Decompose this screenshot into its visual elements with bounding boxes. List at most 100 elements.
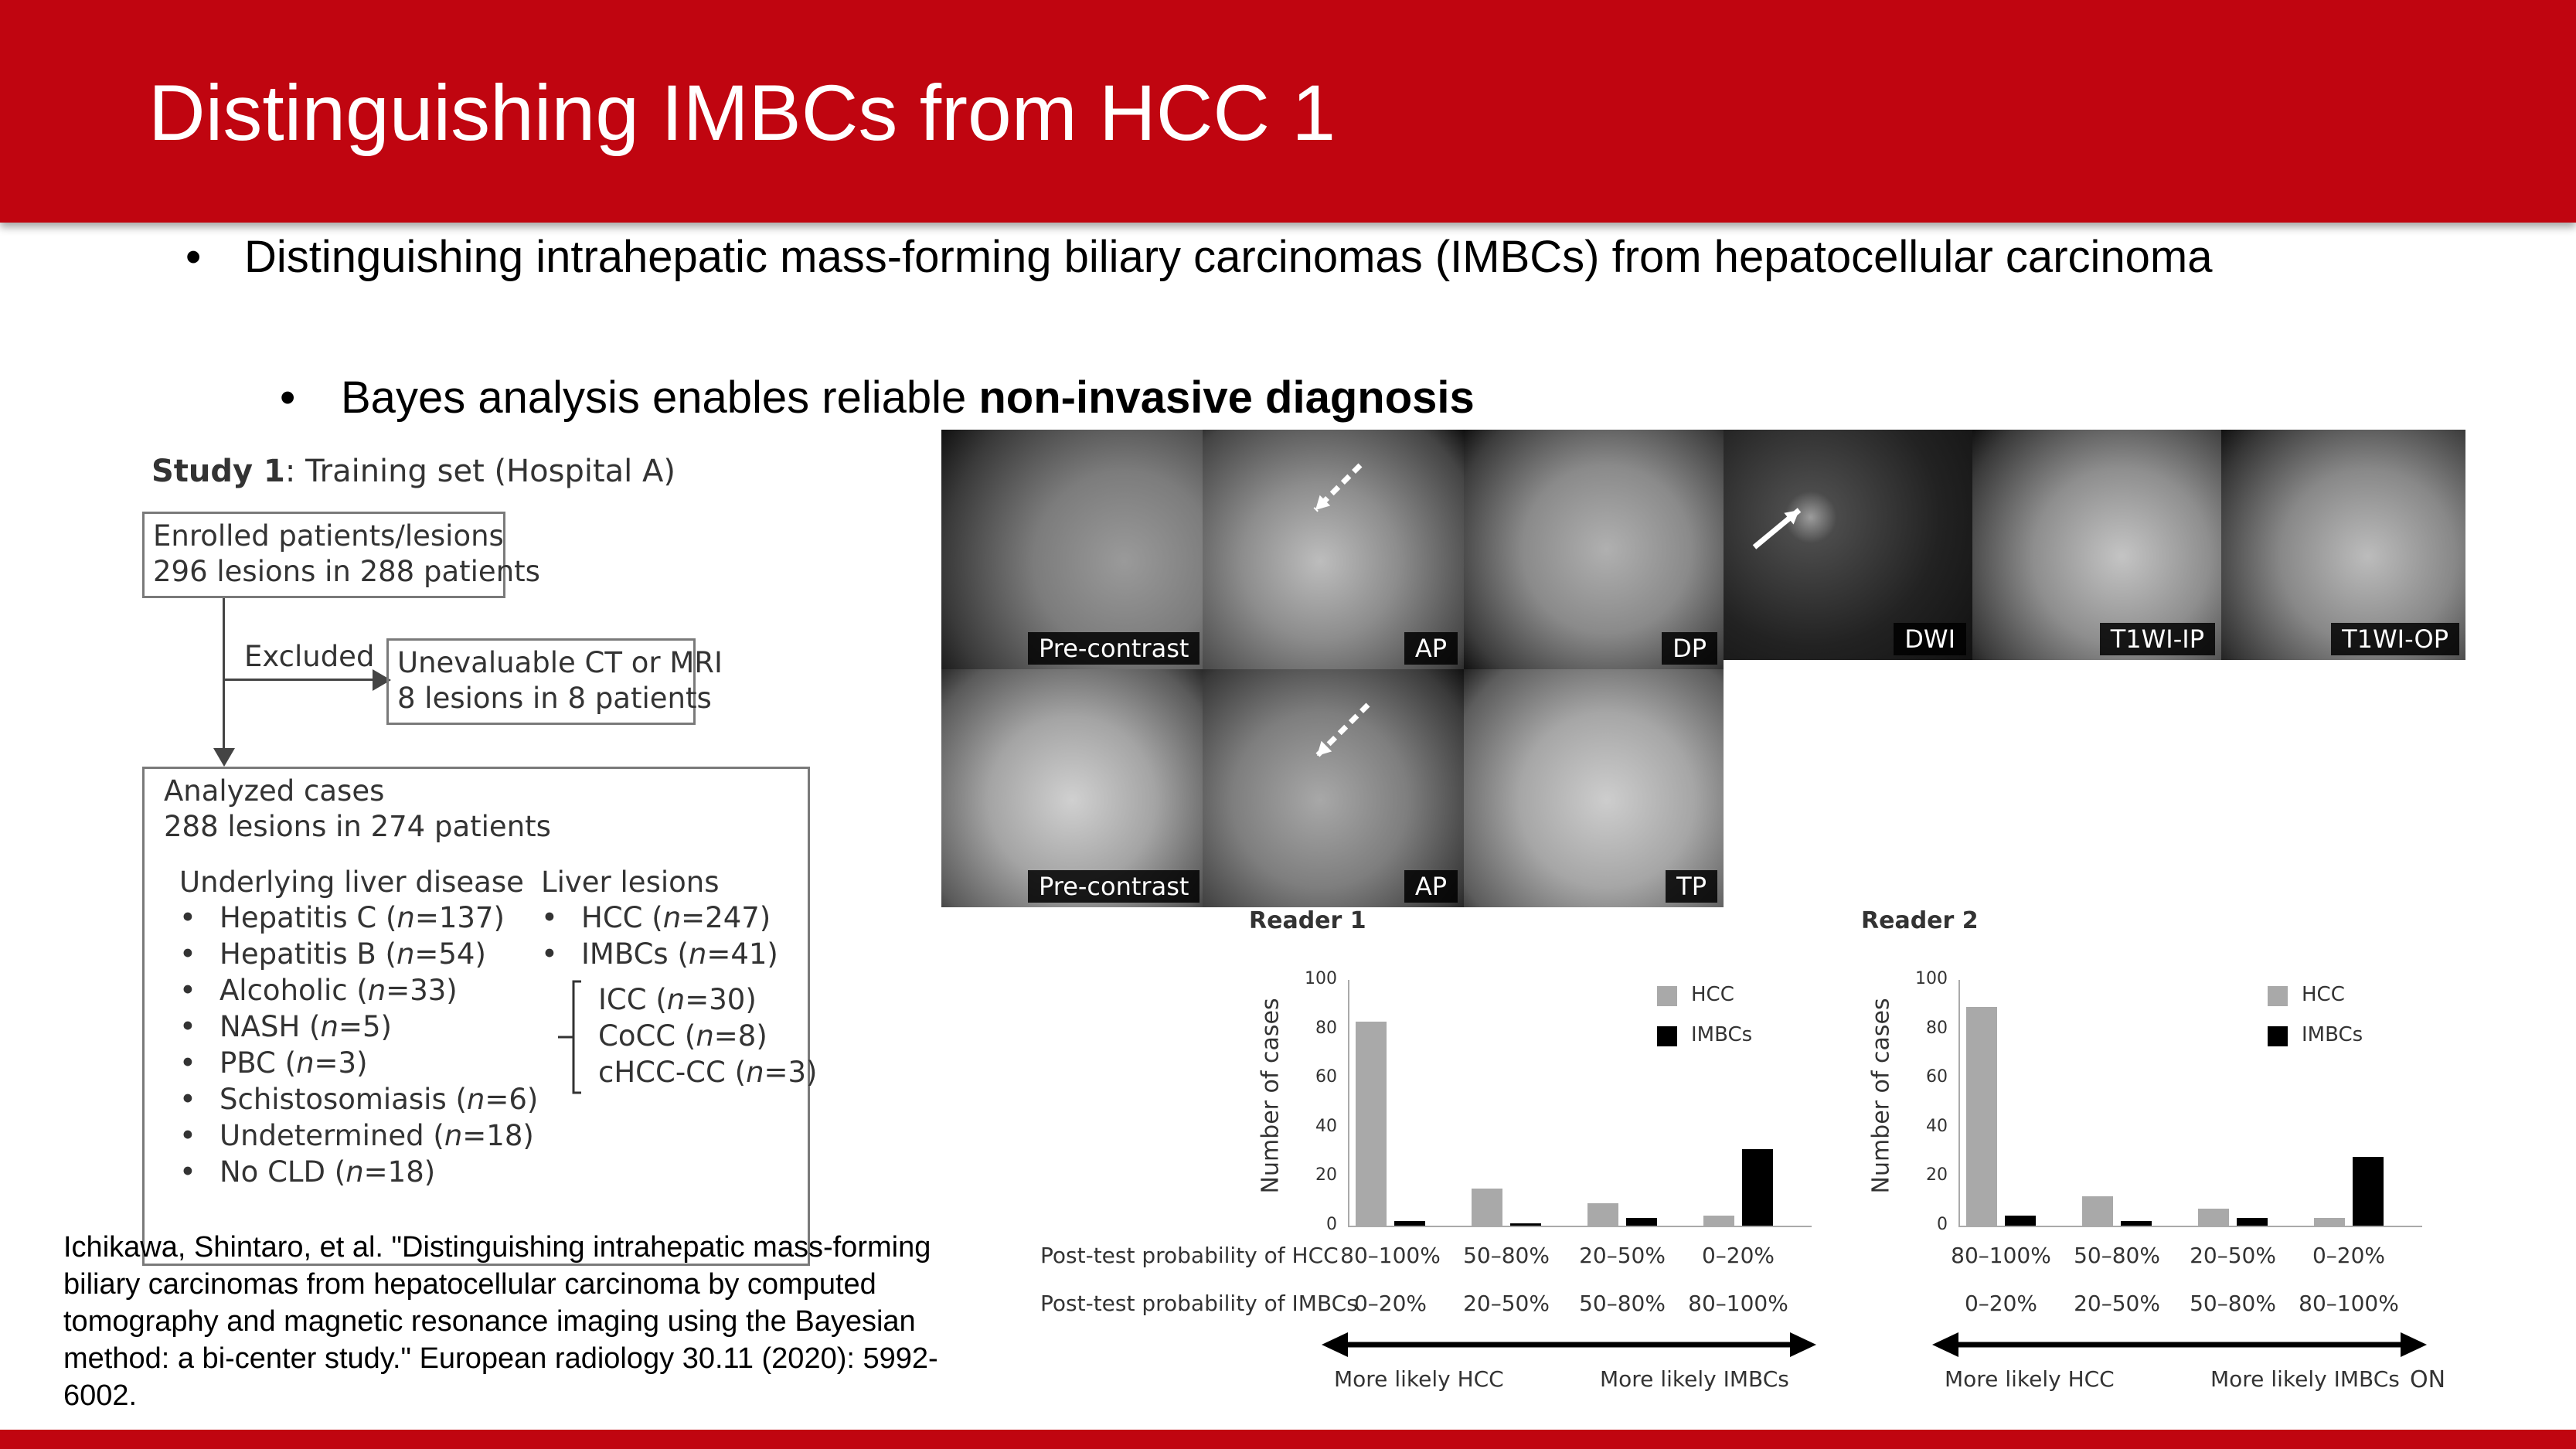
hcc-bar: [1587, 1203, 1618, 1226]
hcc-category-label: 0–20%: [2312, 1243, 2386, 1268]
imbc-bar: [1394, 1220, 1425, 1226]
mri-label: AP: [1404, 632, 1458, 665]
enrolled-line1: Enrolled patients/lesions: [153, 519, 504, 553]
item-name: NASH (: [219, 1010, 321, 1043]
excluded-line2: 8 lesions in 8 patients: [397, 682, 712, 715]
list-bullet: •: [179, 1155, 196, 1189]
list-bullet: •: [541, 937, 558, 971]
hcc-category-label: 20–50%: [2190, 1243, 2276, 1268]
y-tick-label: 80: [1926, 1018, 1948, 1038]
more-likely-hcc-label: More likely HCC: [1334, 1366, 1504, 1392]
flow-list-item: • NASH (n=5): [179, 1009, 392, 1046]
item-n: n: [688, 937, 707, 971]
item-n: n: [696, 1019, 714, 1053]
sub-bracket: [558, 980, 581, 1094]
item-name: Undetermined (: [219, 1119, 444, 1152]
imbc-category-label: 50–80%: [2190, 1291, 2276, 1316]
lesion-arrow-icon: [1315, 702, 1370, 758]
double-arrow-icon: [1932, 1332, 2427, 1357]
footer-bar: [0, 1430, 2576, 1449]
item-count: =3): [314, 1046, 368, 1080]
mri-panel-bottom: AP: [1203, 669, 1464, 907]
imbc-category-label: 20–50%: [2074, 1291, 2160, 1316]
x-axis-line: [1958, 1226, 2422, 1227]
item-name: CoCC (: [598, 1019, 696, 1053]
item-name: Hepatitis C (: [219, 901, 397, 934]
hcc-bar: [1472, 1189, 1502, 1226]
double-arrow-icon: [1322, 1332, 1816, 1357]
item-n: n: [466, 1083, 485, 1116]
imbc-category-label: 0–20%: [1964, 1291, 2038, 1316]
item-count: =8): [713, 1019, 767, 1053]
flow-list-item: • IMBCs (n=41): [541, 936, 778, 973]
item-name: Hepatitis B (: [219, 937, 396, 971]
hcc-bar: [2082, 1196, 2113, 1226]
flow-list-item: • Hepatitis B (n=54): [179, 936, 486, 973]
bullet-marker: •: [280, 372, 296, 423]
analyzed-line2: 288 lesions in 274 patients: [164, 810, 551, 843]
hcc-category-label: 20–50%: [1579, 1243, 1666, 1268]
item-count: =54): [414, 937, 486, 971]
item-count: =137): [414, 901, 505, 934]
flow-connector: [223, 598, 225, 753]
item-n: n: [296, 1046, 315, 1080]
flow-list-item: • HCC (n=247): [541, 900, 771, 937]
imbc-bar: [2005, 1216, 2036, 1226]
hcc-category-label: 80–100%: [1340, 1243, 1441, 1268]
item-count: =5): [338, 1010, 392, 1043]
flow-list-item: • PBC (n=3): [179, 1045, 368, 1082]
list-bullet: •: [179, 1010, 196, 1043]
y-axis-line: [1958, 980, 1960, 1226]
y-tick-label: 60: [1926, 1067, 1948, 1087]
item-count: =30): [685, 983, 757, 1016]
bullet-main: Distinguishing intrahepatic mass-forming…: [244, 232, 2213, 282]
hcc-bar: [1966, 1006, 1997, 1226]
item-n: n: [746, 1056, 764, 1089]
flow-list-item: • Undetermined (n=18): [179, 1117, 534, 1155]
y-axis-label: Number of cases: [1867, 998, 1895, 1194]
imbc-bar: [1626, 1218, 1657, 1226]
item-n: n: [666, 983, 686, 1016]
item-n: n: [396, 901, 415, 934]
imbc-bar: [2353, 1156, 2384, 1226]
more-likely-hcc-label: More likely HCC: [1945, 1366, 2115, 1392]
study-heading: Study 1: Training set (Hospital A): [151, 453, 675, 490]
y-tick-label: 20: [1926, 1165, 1948, 1185]
list-bullet: •: [179, 1046, 196, 1080]
imbc-bar: [2237, 1218, 2268, 1226]
y-tick-label: 40: [1926, 1116, 1948, 1136]
item-n: n: [444, 1119, 463, 1152]
arrow-right-icon: [373, 669, 391, 691]
list-bullet: •: [179, 1119, 196, 1152]
item-n: n: [345, 1155, 364, 1189]
item-name: IMBCs (: [581, 937, 689, 971]
slide-title: Distinguishing IMBCs from HCC 1: [148, 69, 1336, 157]
flow-list-item: cHCC-CC (n=3): [598, 1054, 818, 1091]
item-count: =247): [681, 901, 771, 934]
excluded-label: Excluded: [244, 640, 375, 673]
hcc-bar: [2198, 1208, 2229, 1226]
mri-panel-bottom: TP: [1464, 669, 1724, 907]
y-tick-label: 100: [1305, 969, 1337, 988]
item-count: =18): [363, 1155, 436, 1189]
hcc-category-label: 80–100%: [1951, 1243, 2051, 1268]
x-axis-line: [1348, 1226, 1812, 1227]
chart-title: Reader 2: [1861, 907, 1979, 934]
legend-swatch: [2268, 1026, 2288, 1046]
item-name: No CLD (: [219, 1155, 346, 1189]
list-bullet: •: [179, 937, 196, 971]
bullet-marker: •: [185, 232, 202, 282]
legend-label: HCC: [1691, 983, 1734, 1006]
item-n: n: [396, 937, 415, 971]
chart-title: Reader 1: [1249, 907, 1366, 934]
legend-swatch: [2268, 986, 2288, 1006]
mri-label: AP: [1404, 870, 1458, 903]
mri-panel-top: DP: [1464, 430, 1724, 669]
flow-list-item: CoCC (n=8): [598, 1018, 767, 1055]
item-count: =18): [462, 1119, 534, 1152]
y-axis-label: Number of cases: [1257, 998, 1285, 1194]
flow-list-item: • Alcoholic (n=33): [179, 972, 458, 1009]
mri-panel-top: T1WI-OP: [2221, 430, 2465, 660]
hcc-category-label: 50–80%: [1463, 1243, 1550, 1268]
arrow-down-icon: [213, 748, 235, 767]
